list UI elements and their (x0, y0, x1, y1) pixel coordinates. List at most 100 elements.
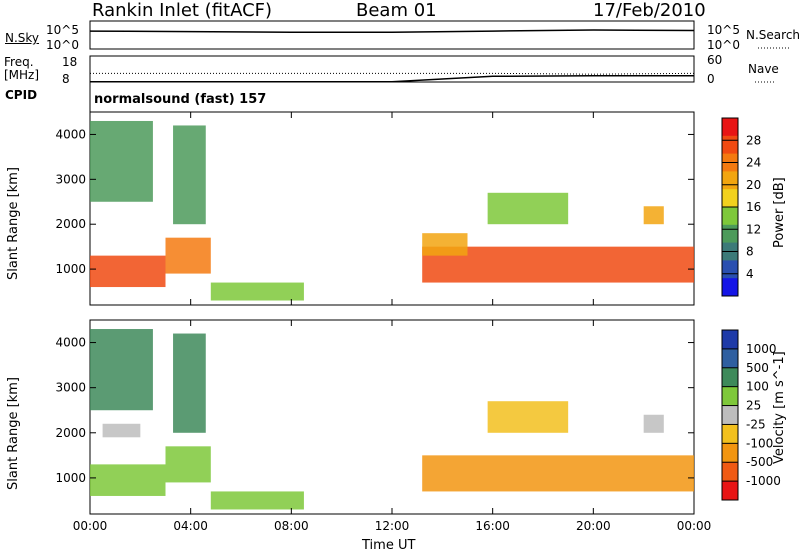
velocity-colorbar-swatch-1 (722, 348, 738, 369)
nave-tick-high: 60 (707, 53, 723, 67)
freq-tick-low: 8 (62, 72, 70, 86)
power-colorbar-label-0: 28 (746, 133, 761, 147)
freq-label: Freq. (4, 55, 34, 69)
power-colorbar: 28 24 20 16 12 8 4 (721, 117, 761, 297)
velocity-colorbar-swatch-5 (722, 424, 738, 444)
velocity-colorbar: 1000 500 100 25 -25 -100 -500 -1000 (721, 329, 781, 501)
xtick-label-4: 16:00 (475, 519, 510, 533)
velocity-echo-region-6 (643, 414, 664, 433)
power-colorbar-label-1: 24 (746, 156, 761, 170)
power-colorbar-swatch-4 (722, 189, 738, 208)
freq-tick-high: 18 (62, 55, 78, 69)
power-colorbar-swatch-0 (722, 118, 738, 137)
nave-tick-low: 0 (707, 72, 715, 86)
nsky-label: N.Sky (5, 31, 40, 45)
velocity-colorbar-label-1: 500 (746, 361, 769, 375)
power-colorbar-label-2: 20 (746, 178, 761, 192)
nave-line (90, 72, 695, 75)
power-echo-region-0 (90, 255, 166, 288)
power-echo-region-7 (90, 120, 153, 202)
velocity-echo-region-2 (210, 491, 304, 510)
velocity-echo-region-5 (487, 401, 569, 433)
x-axis-label: Time UT (362, 538, 416, 553)
velocity-colorbar-label-4: -25 (746, 417, 766, 431)
power-ylabel: Slant Range [km] (6, 167, 21, 280)
velocity-colorbar-swatch-8 (722, 481, 738, 501)
power-echo-region-1 (165, 237, 211, 274)
cpid-label: CPID (5, 88, 38, 102)
xtick-label-3: 12:00 (375, 519, 410, 533)
nsky-line (89, 29, 695, 33)
nsearch-label: N.Search (746, 28, 800, 42)
velocity-ytick-label-1: 2000 (55, 426, 86, 440)
freq-line (90, 75, 694, 83)
velocity-ytick-label-3: 4000 (55, 336, 86, 350)
power-colorbar-swatch-3 (722, 171, 738, 190)
velocity-echo-region-7 (90, 329, 153, 411)
station-title: Rankin Inlet (fitACF) (92, 0, 273, 21)
velocity-colorbar-label-3: 25 (746, 399, 761, 413)
velocity-echo-region-8 (173, 333, 206, 433)
nsky-tick-high: 10^5 (46, 23, 79, 37)
nsearch-tick-low: 10^0 (707, 38, 740, 52)
noise-series (89, 29, 695, 33)
cpid-program: normalsound (fast) 157 (94, 92, 267, 107)
power-colorbar-swatch-9 (722, 278, 738, 297)
power-ytick-label-2: 3000 (55, 172, 86, 186)
power-echo-region-5 (487, 192, 569, 225)
velocity-ytick-label-0: 1000 (55, 471, 86, 485)
velocity-echo-region-0 (90, 464, 166, 496)
velocity-colorbar-swatch-7 (722, 462, 738, 482)
nsky-tick-low: 10^0 (46, 38, 79, 52)
power-heatmap (90, 120, 694, 301)
velocity-heatmap (90, 329, 694, 510)
velocity-colorbar-label-6: -500 (746, 455, 773, 469)
power-ytick-label-1: 2000 (55, 217, 86, 231)
freq-unit-label: [MHz] (4, 68, 40, 82)
velocity-colorbar-label: Velocity [m s^-1] (772, 351, 787, 464)
velocity-echo-region-3 (102, 423, 141, 438)
velocity-colorbar-frame (721, 329, 739, 501)
xtick-label-5: 20:00 (576, 519, 611, 533)
velocity-colorbar-label-5: -100 (746, 436, 773, 450)
power-colorbar-label-4: 12 (746, 222, 761, 236)
power-colorbar-swatch-5 (722, 207, 738, 226)
velocity-colorbar-label-2: 100 (746, 380, 769, 394)
power-colorbar-label: Power [dB] (772, 177, 787, 248)
xtick-label-2: 08:00 (274, 519, 309, 533)
power-echo-region-8 (173, 125, 206, 225)
velocity-colorbar-swatch-4 (722, 405, 738, 425)
xtick-label-1: 04:00 (173, 519, 208, 533)
nsearch-tick-high: 10^5 (707, 23, 740, 37)
power-colorbar-label-6: 4 (746, 267, 754, 281)
power-colorbar-swatch-6 (722, 224, 738, 244)
power-colorbar-swatch-8 (722, 260, 738, 279)
xtick-label-6: 00:00 (677, 519, 712, 533)
velocity-colorbar-label-7: -1000 (746, 474, 781, 488)
power-colorbar-label-5: 8 (746, 245, 754, 259)
power-echo-region-2 (210, 282, 304, 301)
velocity-ytick-label-2: 3000 (55, 381, 86, 395)
axes: 1000 2000 3000 4000 1000 2000 3000 4000 00:00 04:… (55, 112, 711, 533)
date-title: 17/Feb/2010 (593, 0, 706, 21)
power-ytick-label-3: 4000 (55, 127, 86, 141)
xtick-label-0: 00:00 (73, 519, 108, 533)
velocity-colorbar-swatch-2 (722, 367, 738, 388)
velocity-echo-region-1 (165, 446, 211, 483)
velocity-colorbar-swatch-0 (722, 330, 738, 350)
velocity-colorbar-swatch-3 (722, 386, 738, 407)
freq-panel-frame (89, 55, 695, 83)
velocity-colorbar-swatch-6 (722, 443, 738, 463)
power-echo-region-6 (643, 206, 664, 225)
power-colorbar-label-3: 16 (746, 200, 761, 214)
freq-series (90, 72, 695, 83)
velocity-echo-region-4 (422, 455, 694, 492)
beam-title: Beam 01 (356, 0, 437, 21)
power-ytick-label-0: 1000 (55, 262, 86, 276)
power-colorbar-swatch-1 (722, 135, 738, 155)
noise-panel-frame (89, 20, 695, 50)
velocity-colorbar-label-0: 1000 (746, 342, 777, 356)
velocity-ylabel: Slant Range [km] (6, 377, 21, 490)
power-echo-region-4 (422, 233, 468, 256)
